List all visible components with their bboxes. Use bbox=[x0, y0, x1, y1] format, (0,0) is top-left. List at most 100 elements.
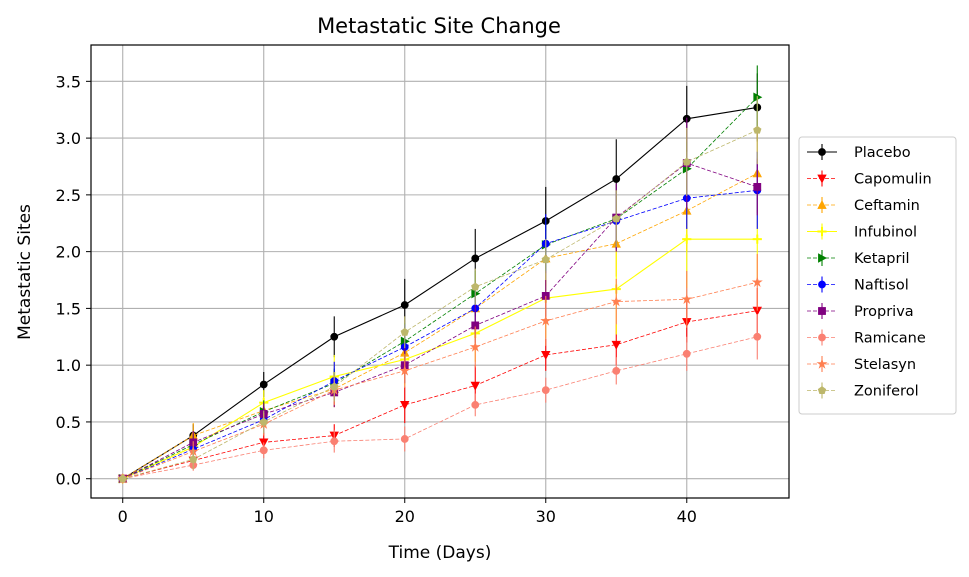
legend-entry-capomulin: Capomulin bbox=[807, 170, 932, 188]
legend-marker-ceftamin bbox=[817, 199, 827, 209]
series-zoniferol bbox=[118, 96, 762, 483]
point-capomulin bbox=[470, 381, 480, 391]
legend-marker-zoniferol bbox=[817, 386, 827, 395]
point-capomulin bbox=[400, 401, 410, 410]
x-tick-label: 30 bbox=[536, 507, 556, 526]
point-placebo bbox=[400, 301, 409, 309]
legend-marker-infubinol bbox=[817, 226, 827, 237]
series-line-propriva bbox=[122, 162, 758, 480]
series-line-infubinol bbox=[122, 238, 758, 480]
y-tick-label: 2.0 bbox=[56, 243, 81, 262]
chart-title: Metastatic Site Change bbox=[317, 14, 561, 38]
legend-label-placebo: Placebo bbox=[854, 145, 911, 161]
series-line-naftisol bbox=[122, 189, 758, 480]
point-zoniferol bbox=[753, 125, 762, 134]
y-tick-label: 0.0 bbox=[56, 470, 81, 489]
legend-label-naftisol: Naftisol bbox=[854, 278, 909, 294]
legend-label-infubinol: Infubinol bbox=[854, 225, 917, 241]
point-placebo bbox=[612, 175, 621, 183]
legend: Placebo Capomulin Ceftamin Infubinol Ketapri… bbox=[798, 136, 957, 415]
point-zoniferol bbox=[400, 327, 409, 336]
series-line-capomulin bbox=[122, 310, 758, 480]
point-ramicane bbox=[400, 435, 409, 443]
legend-label-ramicane: Ramicane bbox=[854, 331, 926, 347]
point-stelasyn bbox=[399, 365, 411, 376]
point-ramicane bbox=[541, 386, 550, 395]
series-line-stelasyn bbox=[122, 281, 758, 480]
plot-frame bbox=[90, 44, 790, 499]
series-line-ramicane bbox=[122, 336, 758, 480]
y-tick-label: 2.5 bbox=[56, 186, 81, 205]
point-ramicane bbox=[259, 446, 268, 455]
legend-entry-stelasyn: Stelasyn bbox=[807, 356, 916, 373]
legend-marker-placebo bbox=[818, 148, 826, 156]
point-placebo bbox=[471, 254, 480, 263]
point-zoniferol bbox=[612, 214, 621, 223]
point-stelasyn bbox=[469, 341, 481, 352]
point-capomulin bbox=[541, 351, 551, 360]
point-zoniferol bbox=[682, 157, 691, 166]
legend-label-ketapril: Ketapril bbox=[854, 251, 910, 267]
grid-lines bbox=[91, 45, 789, 498]
point-infubinol bbox=[682, 234, 692, 244]
legend-entry-ceftamin: Ceftamin bbox=[807, 197, 920, 214]
point-ramicane bbox=[330, 437, 339, 446]
legend-entry-placebo: Placebo bbox=[807, 144, 911, 161]
legend-marker-propriva bbox=[818, 307, 826, 315]
legend-entry-zoniferol: Zoniferol bbox=[807, 382, 919, 400]
legend-label-ceftamin: Ceftamin bbox=[854, 198, 920, 214]
legend-label-propriva: Propriva bbox=[854, 304, 914, 320]
x-tick-label: 20 bbox=[395, 507, 415, 526]
point-placebo bbox=[259, 380, 268, 389]
legend-entry-ketapril: Ketapril bbox=[807, 250, 910, 267]
y-tick-label: 0.5 bbox=[56, 413, 81, 432]
legend-entry-propriva: Propriva bbox=[807, 303, 914, 320]
point-zoniferol bbox=[471, 282, 480, 291]
y-tick-label: 3.5 bbox=[56, 72, 81, 91]
legend-marker-capomulin bbox=[817, 174, 827, 184]
point-ramicane bbox=[471, 401, 480, 409]
point-ramicane bbox=[612, 366, 621, 375]
x-axis-ticks: 0 10 20 30 40 bbox=[118, 498, 697, 526]
legend-box bbox=[798, 136, 957, 415]
legend-marker-naftisol bbox=[818, 280, 826, 289]
point-ramicane bbox=[682, 349, 691, 358]
point-capomulin bbox=[611, 340, 621, 350]
point-propriva bbox=[753, 183, 762, 191]
y-tick-label: 3.0 bbox=[56, 129, 81, 148]
point-stelasyn bbox=[751, 276, 763, 287]
legend-label-zoniferol: Zoniferol bbox=[854, 384, 919, 400]
y-tick-label: 1.5 bbox=[56, 299, 81, 318]
legend-marker-ramicane bbox=[818, 333, 826, 342]
y-axis-ticks: 0.0 0.5 1.0 1.5 2.0 2.5 3.0 3.5 bbox=[56, 72, 91, 489]
legend-marker-stelasyn bbox=[816, 358, 828, 369]
legend-label-capomulin: Capomulin bbox=[854, 172, 932, 188]
point-zoniferol bbox=[189, 455, 198, 463]
legend-entry-naftisol: Naftisol bbox=[807, 276, 909, 294]
series-stelasyn bbox=[117, 253, 763, 484]
x-tick-label: 10 bbox=[254, 507, 274, 526]
series-layer bbox=[117, 65, 763, 484]
point-stelasyn bbox=[540, 315, 552, 326]
point-infubinol bbox=[752, 234, 762, 244]
legend-entry-ramicane: Ramicane bbox=[807, 329, 926, 347]
legend-label-stelasyn: Stelasyn bbox=[854, 357, 916, 373]
point-ramicane bbox=[753, 332, 762, 341]
x-axis-label: Time (Days) bbox=[388, 543, 492, 563]
series-line-placebo bbox=[122, 106, 758, 480]
y-axis-label: Metastatic Sites bbox=[15, 204, 35, 340]
series-line-ceftamin bbox=[122, 172, 758, 480]
x-tick-label: 0 bbox=[118, 507, 128, 526]
series-line-zoniferol bbox=[122, 129, 758, 480]
x-tick-label: 40 bbox=[677, 507, 697, 526]
legend-entry-infubinol: Infubinol bbox=[807, 223, 917, 241]
point-placebo bbox=[330, 332, 339, 341]
legend-marker-ketapril bbox=[818, 253, 828, 263]
point-zoniferol bbox=[118, 474, 127, 483]
point-stelasyn bbox=[610, 295, 622, 307]
y-tick-label: 1.0 bbox=[56, 356, 81, 375]
point-stelasyn bbox=[681, 293, 693, 305]
point-zoniferol bbox=[330, 382, 339, 391]
point-zoniferol bbox=[541, 255, 550, 264]
